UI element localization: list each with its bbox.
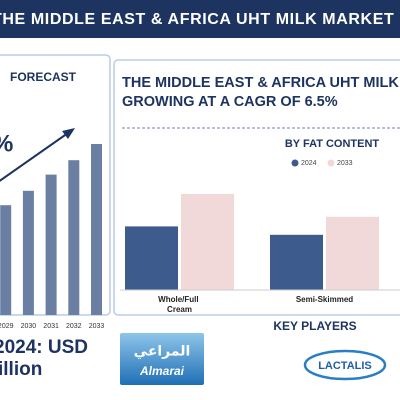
- lactalis-name: LACTALIS: [318, 360, 372, 372]
- header-title: THE MIDDLE EAST & AFRICA UHT MILK MARKET: [0, 11, 394, 28]
- growth-arrow-head: [62, 128, 75, 139]
- x-tick-label: 2032: [66, 323, 82, 330]
- chart-title: BY FAT CONTENT: [285, 138, 380, 150]
- x-tick-label: 2033: [89, 323, 105, 330]
- x-tick-label: 2030: [21, 323, 37, 330]
- bar: [125, 226, 178, 290]
- almarai-logo: [120, 333, 204, 385]
- bar: [0, 205, 12, 315]
- almarai-name: Almarai: [139, 364, 185, 378]
- lactalis-logo: [303, 349, 387, 381]
- legend-label: 2033: [337, 160, 353, 167]
- bar: [91, 144, 102, 315]
- legend-swatch: [291, 159, 299, 167]
- bar: [45, 174, 57, 315]
- right-title-line1: THE MIDDLE EAST & AFRICA UHT MILK: [122, 75, 399, 91]
- bar: [270, 234, 323, 290]
- x-tick-label: 2029: [0, 323, 14, 330]
- right-title-line2: GROWING AT A CAGR OF 6.5%: [122, 94, 338, 110]
- right-panel-frame: [113, 59, 400, 316]
- bar: [181, 194, 234, 290]
- bar: [68, 160, 80, 315]
- x-tick-label: Whole/Full Cream: [158, 295, 201, 314]
- growth-arrow: [0, 132, 69, 182]
- x-tick-label: 2031: [43, 323, 59, 330]
- forecast-heading: FORECAST: [10, 70, 77, 84]
- cagr-value: %: [0, 130, 13, 157]
- key-players-heading: KEY PLAYERS: [273, 319, 356, 333]
- bar: [22, 190, 34, 315]
- market-size-line2: illion: [0, 359, 42, 380]
- market-size-line1: 2024: USD: [0, 337, 88, 358]
- x-tick-label: Semi-Skimmed: [296, 295, 353, 304]
- almarai-arabic: المراعي: [134, 343, 191, 360]
- legend-swatch: [327, 159, 335, 167]
- header-band: [0, 0, 400, 38]
- legend-label: 2024: [301, 160, 317, 167]
- bar: [326, 216, 379, 290]
